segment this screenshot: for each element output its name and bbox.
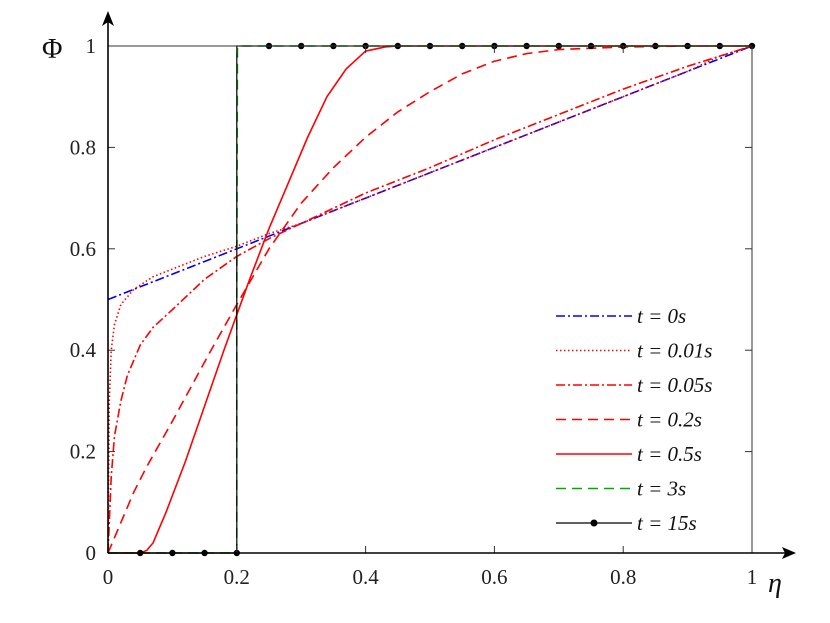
x-tick-label: 0 xyxy=(103,565,114,589)
y-tick-label: 1 xyxy=(86,34,97,58)
axis-arrows xyxy=(102,11,796,559)
x-axis-label: η xyxy=(768,568,782,599)
series-line-3 xyxy=(107,45,752,554)
legend-label-3: t = 0.2s xyxy=(637,408,702,432)
x-axis-arrow-icon xyxy=(782,547,796,559)
y-tick-label: 0.4 xyxy=(70,338,97,362)
axis-ticks: 0 0.2 0.4 0.6 0.8 1 0 0.2 0.4 0.6 0.8 1 xyxy=(70,34,758,589)
y-tick-label: 0.6 xyxy=(70,237,96,261)
y-tick-label: 0.8 xyxy=(70,135,96,159)
x-tick-label: 0.8 xyxy=(610,565,636,589)
x-tick-label: 0.6 xyxy=(481,565,507,589)
legend: t = 0s t = 0.01s t = 0.05s t = 0.2s t = 0.5s… xyxy=(556,304,712,535)
y-tick-label: 0.2 xyxy=(70,440,96,464)
x-tick-label: 0.2 xyxy=(224,565,250,589)
y-tick-label: 0 xyxy=(86,541,97,565)
legend-label-2: t = 0.05s xyxy=(637,373,712,397)
legend-marker xyxy=(590,519,598,527)
legend-label-4: t = 0.5s xyxy=(637,442,702,466)
series-line-1 xyxy=(107,45,753,554)
y-axis-arrow-icon xyxy=(102,11,114,26)
x-tick-label: 1 xyxy=(747,565,758,589)
legend-label-0: t = 0s xyxy=(637,304,686,328)
y-axis-label: Φ xyxy=(42,34,62,65)
legend-label-5: t = 3s xyxy=(637,477,686,501)
x-tick-label: 0.4 xyxy=(352,565,379,589)
legend-label-1: t = 0.01s xyxy=(637,339,712,363)
legend-label-6: t = 15s xyxy=(637,511,697,535)
